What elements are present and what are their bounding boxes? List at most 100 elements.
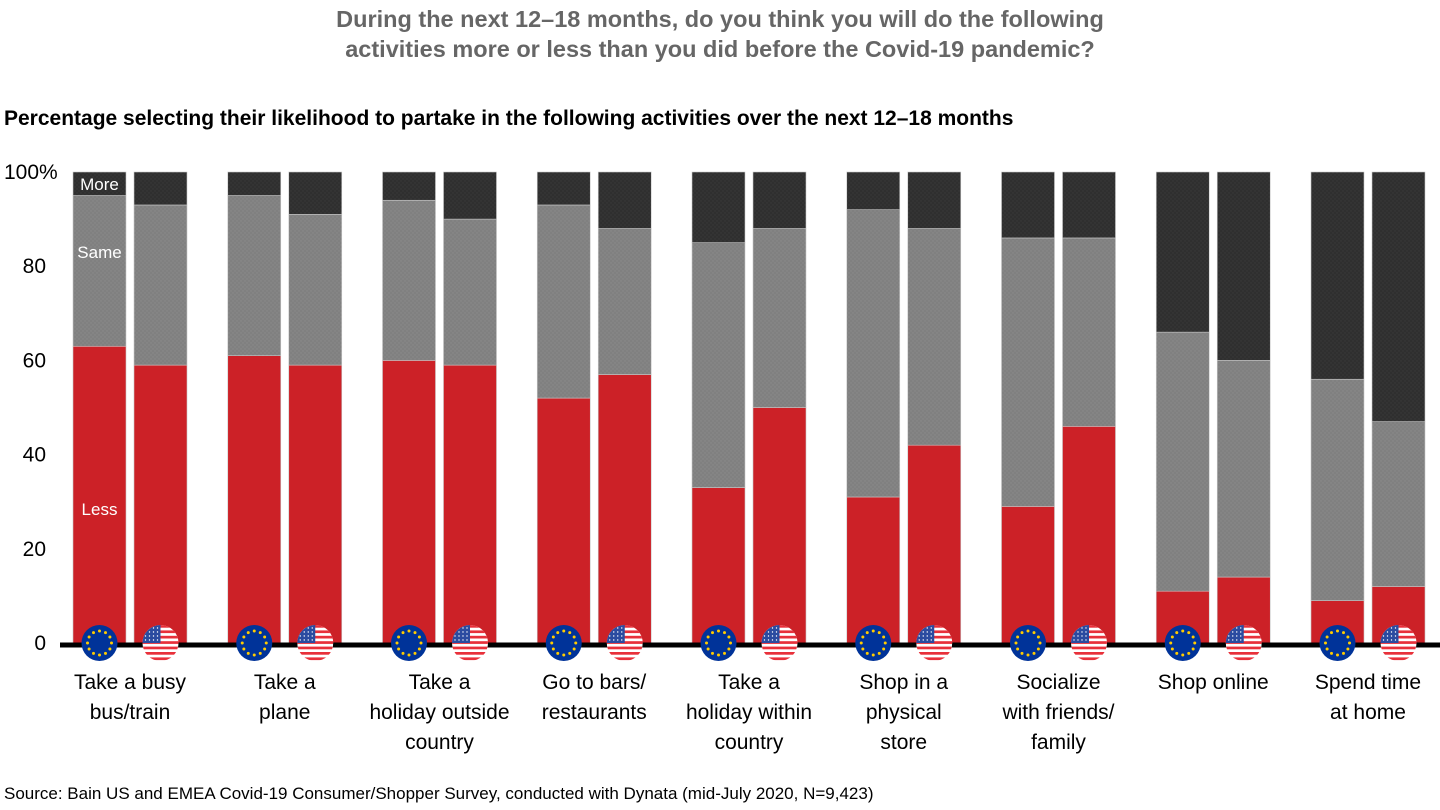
bar-segment-same-us — [288, 214, 343, 366]
bar-segment-more-eu — [227, 171, 282, 196]
us-flag-icon — [1071, 625, 1107, 661]
eu-flag-icon — [700, 625, 737, 661]
category-label: Take a holiday outside country — [365, 668, 515, 758]
category-label-line: Take a — [408, 671, 471, 694]
bar-segment-more-eu — [846, 171, 901, 210]
us-flag-icon — [1380, 625, 1417, 661]
bar-segment-less-us — [1062, 426, 1116, 644]
bar-segment-less-us — [443, 364, 497, 644]
bar-group — [1310, 171, 1426, 644]
bar-segment-more-us — [752, 171, 807, 229]
bar-group — [691, 171, 807, 644]
chart-subtitle: Percentage selecting their likelihood to… — [4, 107, 1014, 130]
bar-segment-less-us — [288, 364, 343, 644]
category-label: Take a busy bus/train — [55, 668, 205, 728]
bar-segment-same-eu — [536, 204, 591, 399]
chart-title-line-1: During the next 12–18 months, do you thi… — [336, 6, 1104, 32]
bar-group — [382, 171, 497, 644]
bar-segment-less-eu — [846, 496, 901, 644]
category-label-line: Take a busy — [73, 671, 187, 694]
eu-flag-icon — [81, 625, 118, 661]
category-label-line: restaurants — [541, 701, 647, 724]
category-label-line: Shop in a — [859, 671, 949, 694]
category-label: Socialize with friends/family — [984, 668, 1134, 758]
bar-segment-same-us — [1062, 237, 1116, 427]
bar-segment-same-eu — [846, 209, 901, 498]
bar-segment-less-eu — [536, 397, 591, 644]
eu-flag-icon — [1164, 625, 1201, 661]
bar-segment-more-us — [133, 171, 188, 206]
bar-segment-same-eu — [1155, 331, 1210, 592]
bar-segment-same-us — [133, 204, 188, 366]
category-label: Spend time at home — [1293, 668, 1440, 728]
y-axis: 0 20 40 60 80 100% — [4, 161, 58, 655]
us-flag-icon — [606, 625, 643, 661]
category-label-line: Socialize — [1016, 671, 1101, 694]
bar-segment-same-us — [752, 228, 807, 408]
segment-label-less: Less — [82, 500, 118, 519]
us-flag-icon — [761, 625, 798, 661]
bar-segment-more-us — [1216, 171, 1271, 361]
bar-segment-more-eu — [1310, 171, 1365, 380]
bar-segment-less-us — [907, 444, 962, 644]
segment-labels: Less Same More — [77, 175, 121, 519]
y-tick-label: 80 — [23, 255, 46, 278]
bar-segment-more-eu — [536, 171, 591, 206]
bar-segment-more-us — [288, 171, 343, 215]
category-label-line: at home — [1330, 701, 1406, 724]
region-flags — [81, 625, 1417, 661]
bar-segment-same-us — [907, 228, 962, 446]
bar-segment-more-eu — [72, 171, 127, 196]
bar-group — [1155, 171, 1271, 644]
bar-segment-more-us — [1371, 171, 1426, 422]
bar-group — [72, 171, 188, 644]
category-label-line: Spend time — [1314, 671, 1422, 694]
bar-segment-more-eu — [691, 171, 746, 243]
eu-flag-icon — [545, 625, 582, 661]
category-label-line: Shop online — [1157, 671, 1269, 694]
bar-group — [846, 171, 962, 644]
category-label: Shop online — [1138, 668, 1288, 698]
chart-title: During the next 12–18 months, do you thi… — [0, 4, 1440, 64]
bar-segment-less-eu — [227, 355, 282, 644]
category-label-line: country — [714, 731, 784, 754]
bar-segment-same-us — [1216, 360, 1271, 578]
bar-segment-less-eu — [382, 360, 436, 644]
y-tick-label: 60 — [23, 349, 46, 372]
bar-segment-more-us — [907, 171, 962, 229]
bar-segment-same-eu — [1310, 378, 1365, 601]
category-label-line: physical — [865, 701, 942, 724]
y-tick-label: 20 — [23, 538, 46, 561]
segment-label-more: More — [80, 175, 119, 194]
y-tick-label: 40 — [23, 444, 46, 467]
category-label-line: family — [1031, 731, 1086, 754]
category-label-line: plane — [259, 701, 311, 724]
bar-segment-same-eu — [691, 242, 746, 488]
category-label-line: with friends/ — [1002, 701, 1115, 724]
bar-group — [1001, 171, 1116, 644]
bar-group — [227, 171, 343, 644]
bar-segment-less-us — [597, 374, 652, 644]
category-label: Shop in a physical store — [829, 668, 979, 758]
y-tick-label: 0 — [34, 632, 46, 655]
bar-segment-more-us — [1062, 171, 1116, 239]
bar-segment-less-eu — [691, 487, 746, 644]
bar-segment-less-us — [133, 364, 188, 644]
category-label-line: store — [880, 731, 928, 754]
bar-group — [536, 171, 652, 644]
category-label-line: holiday outside — [369, 701, 510, 724]
category-label-line: Take a — [253, 671, 316, 694]
category-label-line: bus/train — [89, 701, 171, 724]
bar-segment-more-eu — [1001, 171, 1055, 239]
us-flag-icon — [297, 625, 334, 661]
bar-segment-same-us — [443, 218, 497, 366]
bar-segment-more-eu — [1155, 171, 1210, 333]
us-flag-icon — [452, 625, 488, 661]
category-label: Take a holiday within country — [674, 668, 824, 758]
us-flag-icon — [1225, 625, 1262, 661]
category-label-line: holiday within — [685, 701, 813, 724]
bar-segment-same-us — [597, 228, 652, 375]
category-label-line: Go to bars/ — [542, 671, 647, 694]
chart-title-line-2: activities more or less than you did bef… — [345, 36, 1095, 62]
